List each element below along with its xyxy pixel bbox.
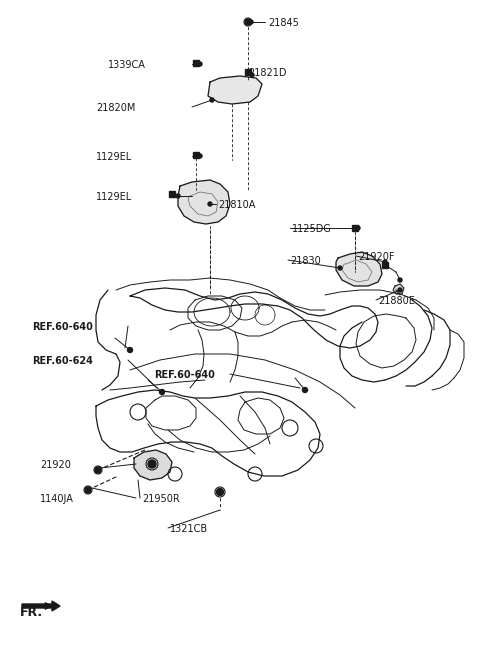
Text: 21880E: 21880E: [378, 296, 415, 306]
Text: 21950R: 21950R: [142, 494, 180, 504]
Text: 21830: 21830: [290, 256, 321, 266]
Polygon shape: [393, 284, 404, 294]
Circle shape: [398, 288, 402, 292]
Text: 21810A: 21810A: [218, 200, 255, 210]
Polygon shape: [208, 76, 262, 104]
Text: 21821D: 21821D: [248, 68, 287, 78]
Circle shape: [338, 266, 342, 270]
Circle shape: [398, 278, 402, 282]
Circle shape: [210, 98, 214, 102]
Circle shape: [159, 389, 165, 395]
Text: 1321CB: 1321CB: [170, 524, 208, 534]
Circle shape: [249, 20, 253, 24]
Circle shape: [250, 73, 254, 77]
Text: REF.60-640: REF.60-640: [154, 370, 215, 380]
Polygon shape: [336, 252, 382, 286]
Polygon shape: [178, 180, 230, 224]
Text: 1125DG: 1125DG: [292, 224, 332, 234]
Text: 21920: 21920: [40, 460, 71, 470]
Text: 21820M: 21820M: [96, 103, 135, 113]
FancyArrow shape: [22, 601, 60, 611]
Circle shape: [198, 154, 202, 158]
Text: REF.60-624: REF.60-624: [32, 356, 93, 366]
Circle shape: [128, 347, 132, 353]
Circle shape: [176, 194, 180, 198]
Circle shape: [356, 226, 360, 230]
Circle shape: [216, 489, 224, 496]
Circle shape: [245, 19, 251, 25]
Text: 1129EL: 1129EL: [96, 192, 132, 202]
Text: REF.60-640: REF.60-640: [32, 322, 93, 332]
Text: FR.: FR.: [20, 606, 43, 619]
Text: 1140JA: 1140JA: [40, 494, 74, 504]
Circle shape: [85, 487, 91, 493]
Text: 21920F: 21920F: [358, 252, 395, 262]
Text: 1129EL: 1129EL: [96, 152, 132, 162]
Text: 21845: 21845: [268, 18, 299, 28]
Circle shape: [383, 260, 387, 264]
Circle shape: [148, 460, 156, 468]
Circle shape: [208, 202, 212, 206]
Polygon shape: [134, 450, 172, 480]
Circle shape: [302, 388, 308, 393]
Circle shape: [95, 467, 101, 473]
Circle shape: [198, 62, 202, 66]
Text: 1339CA: 1339CA: [108, 60, 146, 70]
